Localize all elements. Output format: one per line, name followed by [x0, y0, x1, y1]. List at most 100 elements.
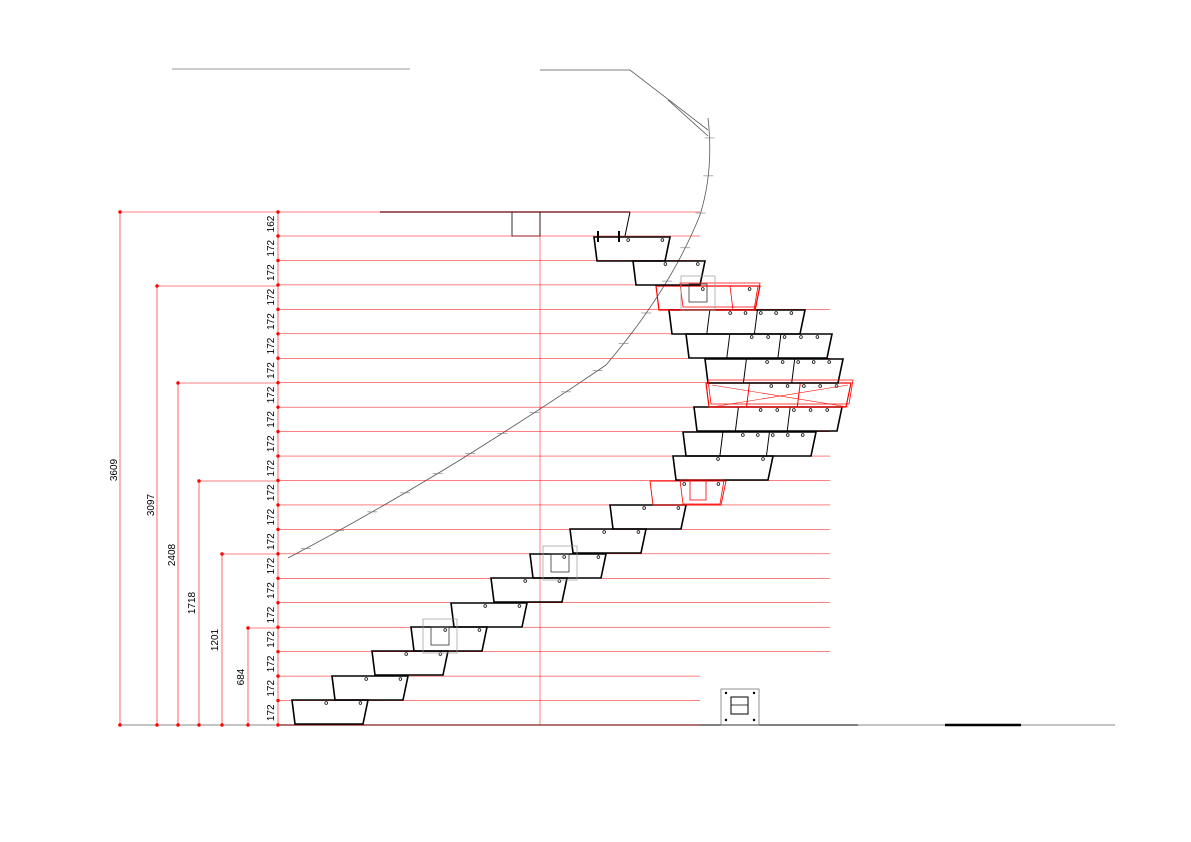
tread-bolt: [716, 457, 720, 461]
tread-bolt: [800, 433, 805, 437]
post-section: [688, 283, 708, 303]
tread-bolt: [483, 604, 487, 608]
overall-dim-dot: [197, 479, 201, 483]
overall-dim-dot: [246, 626, 250, 630]
dimension-lines: [118, 210, 830, 727]
tread-division: [746, 382, 750, 408]
overall-dim-dot: [118, 723, 122, 727]
riser-dim-label: 172: [266, 557, 277, 574]
tread-bolt: [562, 555, 566, 559]
tread-bolt: [771, 433, 775, 437]
stair-tread: [649, 480, 727, 506]
tread-bolt: [769, 384, 773, 388]
top-landing-edge: [624, 211, 631, 237]
tread-bolt: [808, 408, 813, 412]
riser-dim-label: 172: [266, 680, 277, 697]
post-section-red: [689, 479, 707, 501]
top-landing-post: [511, 211, 541, 237]
tread-bolt: [324, 701, 328, 705]
tread-bolt: [364, 677, 368, 681]
tread-bolt: [761, 457, 765, 461]
stair-tread: [672, 455, 774, 481]
tread-division: [765, 431, 770, 457]
tread-bolt: [765, 360, 769, 364]
stair-tread: [632, 260, 706, 286]
post-section: [550, 553, 570, 573]
tread-division: [796, 382, 801, 408]
riser-dim-label: 172: [266, 582, 277, 599]
tread-bolt: [728, 311, 732, 315]
riser-dimension-labels: 172 172 172 172 172 172 172 172 172 172 172 172 172 1…: [266, 215, 277, 721]
overall-dim-dot: [155, 284, 159, 288]
overall-dim-dot: [118, 210, 122, 214]
post-plate: [680, 275, 716, 311]
stair-tread: [291, 699, 369, 725]
stair-tread: [705, 382, 852, 408]
tread-bolt: [663, 262, 668, 266]
tread-outline-red: [729, 285, 759, 311]
tread-bolt: [636, 530, 641, 534]
tread-bolt: [792, 408, 796, 412]
tread-bolt: [818, 384, 822, 388]
tread-diagonal: [711, 384, 849, 408]
tread-bolt: [796, 360, 800, 364]
tread-bolt: [782, 335, 787, 339]
post-plate: [542, 545, 578, 581]
riser-dim-label: 172: [266, 313, 277, 330]
tread-bolt: [358, 701, 363, 705]
tread-bolt: [642, 506, 646, 510]
stair-tread: [668, 309, 806, 335]
riser-dim-label: 172: [266, 288, 277, 305]
handrail-ticks: [300, 137, 715, 549]
stair-treads: [291, 231, 854, 725]
tread-bolt: [660, 238, 665, 242]
tread-bolt: [799, 335, 803, 339]
tread-bolt: [815, 335, 820, 339]
tread-division: [753, 309, 758, 335]
stair-tread: [450, 602, 528, 628]
tread-division: [742, 358, 747, 384]
tread-bolt: [701, 287, 705, 291]
tread-bolt: [557, 579, 562, 583]
overall-dimension-labels: 3609 3097 2408 1718 1201 684: [109, 458, 247, 685]
overall-dim-dot: [155, 723, 159, 727]
tread-bolt: [747, 287, 752, 291]
stair-tread: [490, 577, 568, 603]
tread-division: [791, 358, 796, 384]
stair-tread: [655, 285, 761, 311]
riser-dim-label: 172: [266, 337, 277, 354]
stair-tread: [569, 528, 647, 554]
tread-bolt: [404, 652, 408, 656]
riser-dim-label: 172: [266, 631, 277, 648]
tread-division: [777, 333, 782, 359]
tread-bolt: [398, 677, 403, 681]
overall-dim-1718: 1718: [187, 591, 198, 614]
riser-dim-label: 172: [266, 508, 277, 525]
riser-dim-label: 172: [266, 362, 277, 379]
tread-bolt: [443, 628, 447, 632]
tread-bolt: [676, 506, 681, 510]
overall-dim-2408: 2408: [167, 543, 178, 566]
stair-tread: [682, 431, 817, 457]
tread-bolt: [602, 530, 606, 534]
tread-bolt: [743, 311, 748, 315]
tread-bolt: [780, 360, 785, 364]
tread-bolt: [834, 384, 839, 388]
riser-dim-label: 172: [266, 533, 277, 550]
tread-bolt: [696, 262, 700, 266]
riser-dim-label: 172: [266, 655, 277, 672]
tread-division: [706, 309, 711, 335]
riser-dim-label: 172: [266, 411, 277, 428]
stair-tread: [529, 553, 607, 579]
riser-dim-label: 172: [266, 239, 277, 256]
overall-dim-dot: [176, 723, 180, 727]
tread-bolt: [596, 555, 601, 559]
tread-bolt: [477, 628, 482, 632]
riser-dim-label: 172: [266, 435, 277, 452]
overall-dim-dot: [220, 723, 224, 727]
tread-bolt: [438, 652, 443, 656]
top-reference-line-right: [540, 69, 709, 131]
stair-tread: [704, 358, 844, 384]
tread-bolt: [789, 311, 794, 315]
tread-bolt: [785, 384, 790, 388]
